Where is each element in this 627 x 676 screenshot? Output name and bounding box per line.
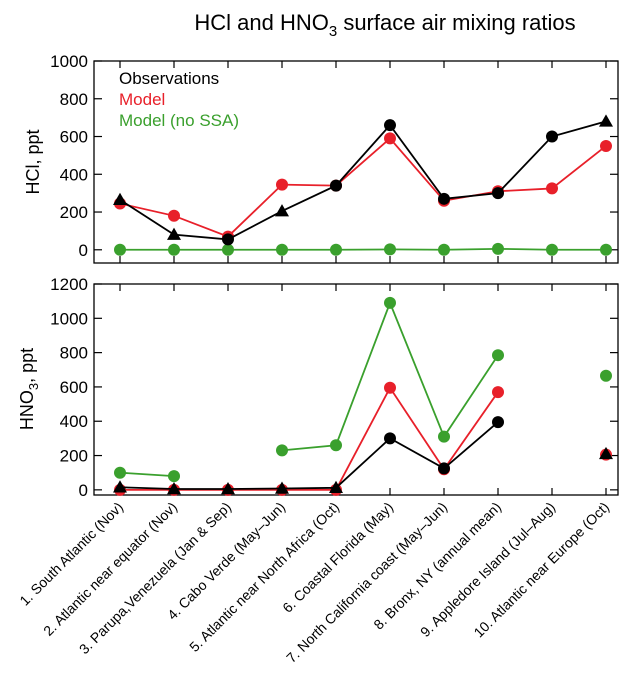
hno3-observations-point: [113, 480, 127, 493]
hno3-observations-point: [438, 462, 450, 475]
hcl-x-ticks: [119, 61, 607, 263]
hcl-observations-point: [113, 192, 127, 206]
hcl-model-no-ssa-point: [438, 243, 450, 256]
hcl-observations-point: [384, 119, 396, 132]
hno3-model-no-ssa-point: [330, 439, 342, 452]
hcl-ytick-label: 400: [60, 165, 88, 184]
hno3-ylabel: HNO3, ppt: [17, 348, 41, 430]
hno3-observations-point: [275, 481, 289, 494]
x-category-labels: 1. South Atlantic (Nov)2. Atlantic near …: [16, 499, 612, 666]
hcl-plot-frame: [93, 60, 619, 264]
hcl-model-point: [546, 182, 558, 195]
hno3-observations-point: [167, 481, 181, 495]
hcl-model-point: [276, 178, 288, 191]
hcl-observations-point: [438, 192, 450, 205]
hno3-ylabel-subscript: 3: [26, 383, 41, 390]
hcl-panel: 0 200 400 600 800 1000 HCl, ppt Observations …: [23, 52, 619, 264]
legend-model-no-ssa: Model (no SSA): [119, 111, 239, 130]
hno3-panel: 0 200 400 600 800 1000 1200 HNO3, ppt: [17, 275, 619, 500]
hcl-model-no-ssa-point: [114, 243, 126, 256]
hcl-ylabel: HCl, ppt: [23, 129, 43, 194]
hcl-model-line: [119, 137, 607, 238]
hno3-ytick-label: 1000: [50, 309, 88, 328]
hcl-model-no-ssa-point: [168, 243, 180, 256]
legend: Observations Model Model (no SSA): [119, 69, 239, 130]
hcl-model-no-ssa-point: [546, 243, 558, 256]
hno3-y-axis: 0 200 400 600 800 1000 1200: [50, 275, 618, 500]
hno3-observations-point: [492, 416, 504, 429]
hno3-model-no-ssa-point: [492, 349, 504, 362]
hno3-model-no-ssa-point: [168, 470, 180, 483]
hcl-model-no-ssa-point: [222, 243, 234, 256]
hno3-observations-point: [329, 480, 343, 494]
hcl-y-axis: 0 200 400 600 800 1000: [50, 52, 618, 260]
hno3-series: [113, 296, 613, 496]
hcl-ytick-label: 200: [60, 203, 88, 222]
hno3-ylabel-suffix: , ppt: [17, 348, 37, 383]
hcl-observations-point: [492, 187, 504, 200]
hcl-model-no-ssa-point: [384, 243, 396, 256]
x-category-label: 6. Coastal Florida (May): [279, 499, 396, 616]
hcl-ytick-label: 1000: [50, 52, 88, 71]
hno3-observations-point: [384, 432, 396, 445]
title-prefix: HCl and HNO: [194, 10, 328, 35]
hcl-observations-point: [599, 114, 613, 127]
hno3-ytick-label: 400: [60, 412, 88, 431]
hcl-model-no-ssa-point: [600, 243, 612, 256]
hno3-ytick-label: 800: [60, 344, 88, 363]
hno3-observations-point: [599, 446, 613, 460]
hno3-plot-frame: [93, 283, 619, 496]
title-subscript: 3: [329, 23, 337, 40]
hcl-observations-line: [119, 120, 607, 241]
hno3-ytick-label: 1200: [50, 275, 88, 294]
hno3-model-no-ssa-point: [276, 444, 288, 457]
hno3-model-no-ssa-point: [384, 296, 396, 309]
hno3-model-no-ssa-point: [114, 466, 126, 479]
hcl-observations-point: [546, 130, 558, 143]
hcl-ytick-label: 600: [60, 128, 88, 147]
hcl-model-point: [600, 139, 612, 152]
chart-title: HCl and HNO3 surface air mixing ratios: [194, 10, 575, 40]
hno3-model-point: [384, 381, 396, 394]
hno3-ylabel-prefix: HNO: [17, 390, 37, 430]
legend-model: Model: [119, 90, 165, 109]
hcl-observations-point: [330, 179, 342, 192]
hno3-observations-line: [119, 421, 499, 490]
hno3-ytick-label: 600: [60, 378, 88, 397]
hno3-model-no-ssa-line: [119, 471, 175, 478]
hno3-observations-point: [221, 481, 235, 495]
hcl-model-no-ssa-point: [492, 242, 504, 255]
hcl-model-no-ssa-line: [120, 247, 606, 251]
hcl-series: [113, 114, 613, 256]
hcl-ytick-label: 0: [79, 241, 88, 260]
hno3-model-no-ssa-point: [438, 430, 450, 443]
hcl-observations-point: [167, 227, 181, 240]
hno3-ytick-label: 0: [79, 481, 88, 500]
hno3-model-point: [492, 386, 504, 399]
hcl-model-no-ssa-point: [330, 243, 342, 256]
legend-observations: Observations: [119, 69, 219, 88]
title-suffix: surface air mixing ratios: [337, 10, 575, 35]
hcl-observations-point: [222, 233, 234, 246]
hcl-observations-point: [275, 204, 289, 217]
hcl-model-point: [384, 132, 396, 145]
hno3-model-no-ssa-line: [281, 300, 499, 452]
hcl-model-no-ssa-point: [276, 243, 288, 256]
hno3-ytick-label: 200: [60, 447, 88, 466]
hno3-model-no-ssa-point: [600, 369, 612, 382]
hcl-ytick-label: 800: [60, 90, 88, 109]
x-category-label: 1. South Atlantic (Nov): [16, 499, 126, 609]
hcl-model-point: [168, 209, 180, 222]
